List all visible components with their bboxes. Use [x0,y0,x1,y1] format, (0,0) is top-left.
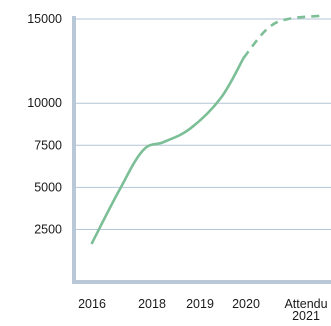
series [90,14,325,245]
y-tick-label: 10000 [27,96,62,110]
series-line [90,56,245,245]
x-tick-label: 2020 [232,297,260,311]
series-line-projected [242,14,325,59]
grid-lines [74,18,331,230]
x-tick-label: 2019 [186,297,214,311]
y-tick-labels: 2500 5000 7500 10000 15000 [27,12,62,237]
x-tick-label: 2018 [138,297,166,311]
y-tick-label: 5000 [34,180,62,194]
x-tick-labels: 2016 2018 2019 2020 Attendu 2021 [78,297,327,323]
x-tick-label: 2016 [78,297,106,311]
x-tick-label: Attendu 2021 [284,297,327,323]
y-tick-label: 2500 [34,223,62,237]
y-tick-label: 15000 [27,12,62,26]
axes [72,16,331,284]
y-tick-label: 7500 [34,138,62,152]
